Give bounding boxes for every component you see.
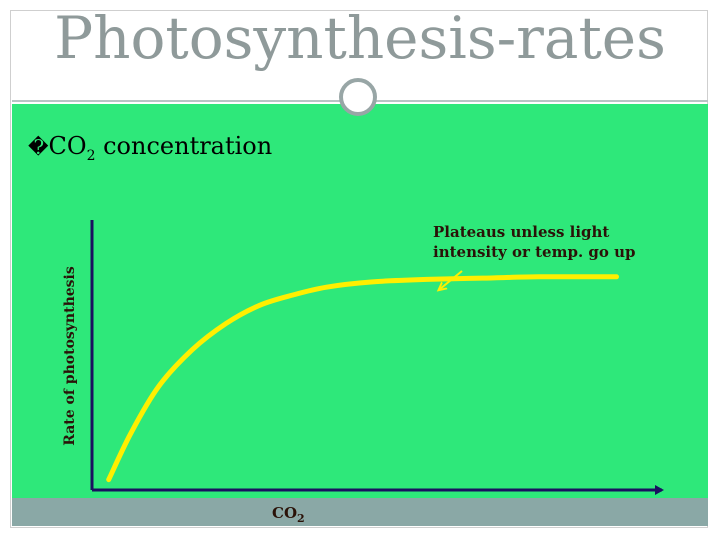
series-line [106, 274, 619, 483]
bullet-rest: concentration [95, 132, 273, 160]
divider-ring-icon [339, 78, 377, 116]
bullet-icon: � [28, 135, 49, 159]
slide-title: Photosynthesis-rates [54, 4, 666, 72]
footer-bar [12, 498, 708, 526]
bullet-subscript: 2 [86, 148, 96, 164]
y-axis-label: Rate of photosynthesis [62, 266, 78, 446]
x-axis-label-sub: 2 [297, 512, 305, 525]
annotation-line-1: Plateaus unless light [433, 223, 610, 241]
bullet-co2-concentration: �CO2 concentration [28, 132, 272, 164]
content-panel [12, 104, 708, 498]
bullet-co: CO [48, 132, 87, 160]
annotation-line-2: intensity or temp. go up [433, 243, 636, 261]
annotation-arrow [440, 270, 463, 289]
x-axis-label: CO2 [272, 504, 305, 525]
plateau-annotation: Plateaus unless light intensity or temp.… [433, 222, 636, 262]
x-axis-label-main: CO [272, 504, 297, 522]
